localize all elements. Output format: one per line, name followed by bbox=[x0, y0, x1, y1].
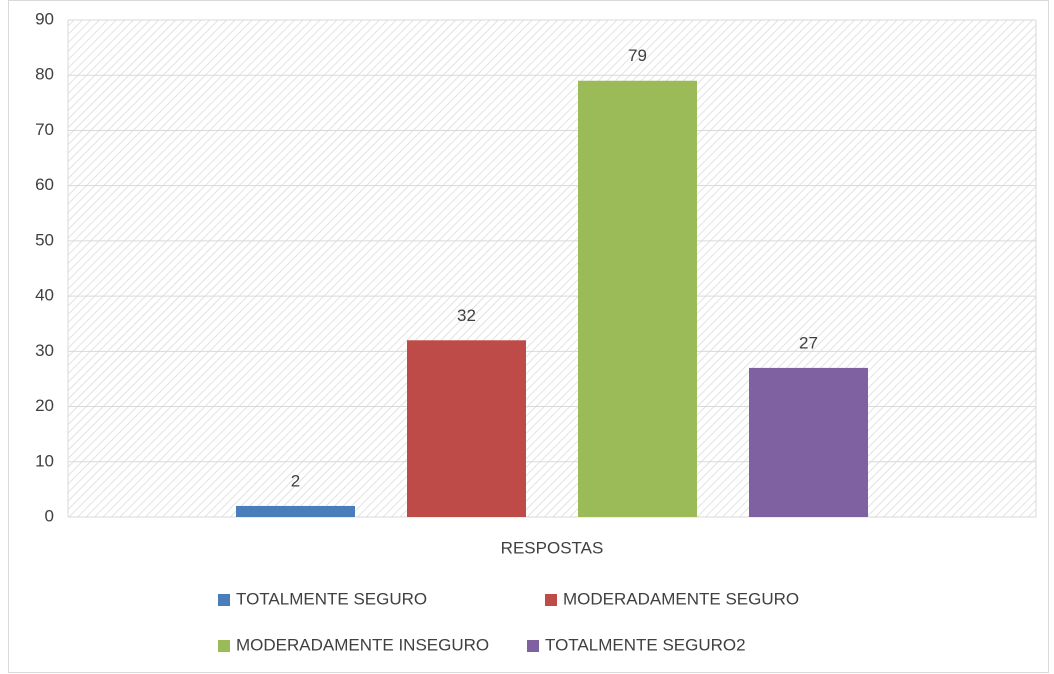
data-label: 32 bbox=[457, 306, 476, 325]
legend-swatch bbox=[218, 640, 230, 652]
y-tick-label: 50 bbox=[35, 230, 54, 249]
legend-label: TOTALMENTE SEGURO bbox=[236, 589, 427, 608]
data-label: 2 bbox=[291, 471, 300, 490]
bar bbox=[407, 340, 526, 517]
legend-label: MODERADAMENTE INSEGURO bbox=[236, 635, 489, 654]
bar bbox=[749, 367, 868, 517]
y-tick-label: 40 bbox=[35, 286, 54, 305]
bar bbox=[236, 505, 355, 517]
y-tick-label: 20 bbox=[35, 396, 54, 415]
legend-swatch bbox=[527, 640, 539, 652]
y-tick-label: 70 bbox=[35, 120, 54, 139]
y-tick-label: 60 bbox=[35, 175, 54, 194]
legend-swatch bbox=[545, 594, 557, 606]
legend-swatch bbox=[218, 594, 230, 606]
plot-area bbox=[68, 20, 1036, 517]
legend-label: MODERADAMENTE SEGURO bbox=[563, 589, 799, 608]
y-tick-label: 30 bbox=[35, 341, 54, 360]
bar bbox=[578, 80, 697, 517]
y-tick-label: 90 bbox=[35, 9, 54, 28]
data-label: 27 bbox=[799, 333, 818, 352]
y-tick-label: 80 bbox=[35, 65, 54, 84]
y-tick-label: 0 bbox=[45, 506, 54, 525]
y-tick-label: 10 bbox=[35, 451, 54, 470]
x-tick-label: RESPOSTAS bbox=[501, 538, 604, 557]
data-label: 79 bbox=[628, 46, 647, 65]
legend-label: TOTALMENTE SEGURO2 bbox=[545, 635, 746, 654]
